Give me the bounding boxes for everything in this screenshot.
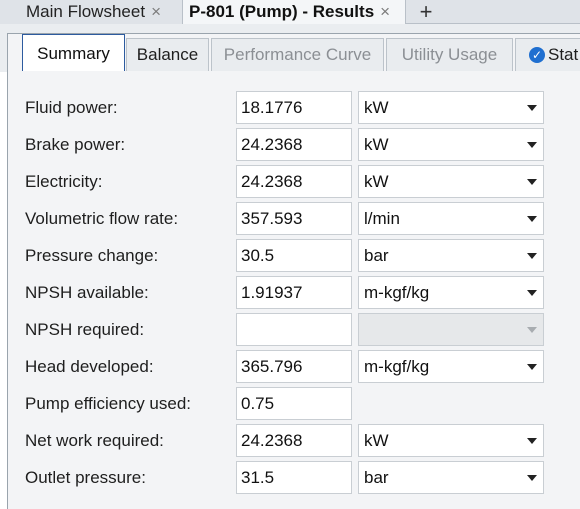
unit-label: l/min	[364, 209, 400, 228]
brake-power-unit-select[interactable]: kW	[358, 128, 544, 161]
check-circle-icon: ✓	[529, 47, 545, 63]
npsh-available-unit-select[interactable]: m-kgf/kg	[358, 276, 544, 309]
chevron-down-icon[interactable]	[527, 179, 537, 185]
field-label: NPSH available:	[25, 283, 149, 302]
tab-pump-results-label: P-801 (Pump) - Results	[189, 2, 375, 21]
row-outlet-pressure: Outlet pressure: 31.5 bar	[0, 461, 580, 498]
chevron-down-icon[interactable]	[527, 142, 537, 148]
row-head-developed: Head developed: 365.796 m-kgf/kg	[0, 350, 580, 387]
volumetric-flow-rate-value[interactable]: 357.593	[236, 202, 352, 235]
field-label: Net work required:	[25, 431, 164, 450]
tab-status-label: Stat	[548, 45, 579, 64]
tab-balance-label: Balance	[136, 45, 199, 64]
brake-power-value[interactable]: 24.2368	[236, 128, 352, 161]
chevron-down-icon	[527, 327, 537, 333]
unit-label: kW	[364, 172, 389, 191]
tab-utility-usage-label: Utility Usage	[401, 45, 498, 64]
unit-label: m-kgf/kg	[364, 357, 430, 376]
tab-performance-curve[interactable]: Performance Curve	[211, 38, 384, 71]
npsh-required-unit-select	[358, 313, 544, 346]
tab-summary[interactable]: Summary	[22, 34, 125, 72]
chevron-down-icon[interactable]	[527, 290, 537, 296]
tab-main-flowsheet-label: Main Flowsheet	[26, 2, 146, 21]
pressure-change-value[interactable]: 30.5	[236, 239, 352, 272]
tab-status[interactable]: ✓ Stat	[515, 38, 580, 71]
row-net-work-required: Net work required: 24.2368 kW	[0, 424, 580, 461]
close-icon[interactable]: ×	[380, 2, 391, 21]
fluid-power-value[interactable]: 18.1776	[236, 91, 352, 124]
row-npsh-available: NPSH available: 1.91937 m-kgf/kg	[0, 276, 580, 313]
document-tab-strip: Main Flowsheet × P-801 (Pump) - Results …	[0, 0, 580, 24]
unit-label: m-kgf/kg	[364, 283, 430, 302]
net-work-required-value[interactable]: 24.2368	[236, 424, 352, 457]
tab-main-flowsheet[interactable]: Main Flowsheet ×	[0, 0, 183, 24]
row-npsh-required: NPSH required:	[0, 313, 580, 350]
field-label: Pump efficiency used:	[25, 394, 191, 413]
chevron-down-icon[interactable]	[527, 475, 537, 481]
chevron-down-icon[interactable]	[527, 253, 537, 259]
row-pump-efficiency-used: Pump efficiency used: 0.75	[0, 387, 580, 424]
row-electricity: Electricity: 24.2368 kW	[0, 165, 580, 202]
chevron-down-icon[interactable]	[527, 438, 537, 444]
npsh-required-value[interactable]	[236, 313, 352, 346]
field-label: Electricity:	[25, 172, 103, 191]
unit-label: kW	[364, 431, 389, 450]
tab-utility-usage[interactable]: Utility Usage	[386, 38, 513, 71]
unit-label: bar	[364, 246, 389, 265]
row-pressure-change: Pressure change: 30.5 bar	[0, 239, 580, 276]
outlet-pressure-value[interactable]: 31.5	[236, 461, 352, 494]
head-developed-unit-select[interactable]: m-kgf/kg	[358, 350, 544, 383]
tab-summary-label: Summary	[37, 43, 110, 63]
electricity-unit-select[interactable]: kW	[358, 165, 544, 198]
add-tab-button[interactable]: +	[419, 0, 433, 24]
unit-label: kW	[364, 98, 389, 117]
head-developed-value[interactable]: 365.796	[236, 350, 352, 383]
tab-pump-results[interactable]: P-801 (Pump) - Results ×	[183, 0, 406, 24]
field-label: Head developed:	[25, 357, 154, 376]
field-label: Volumetric flow rate:	[25, 209, 179, 228]
volumetric-flow-rate-unit-select[interactable]: l/min	[358, 202, 544, 235]
row-brake-power: Brake power: 24.2368 kW	[0, 128, 580, 165]
electricity-value[interactable]: 24.2368	[236, 165, 352, 198]
outlet-pressure-unit-select[interactable]: bar	[358, 461, 544, 494]
pump-efficiency-used-value[interactable]: 0.75	[236, 387, 352, 420]
field-label: Fluid power:	[25, 98, 118, 117]
net-work-required-unit-select[interactable]: kW	[358, 424, 544, 457]
fluid-power-unit-select[interactable]: kW	[358, 91, 544, 124]
field-label: Outlet pressure:	[25, 468, 146, 487]
row-fluid-power: Fluid power: 18.1776 kW	[0, 91, 580, 128]
close-icon[interactable]: ×	[151, 2, 161, 21]
field-label: Brake power:	[25, 135, 126, 154]
unit-label: kW	[364, 135, 389, 154]
pressure-change-unit-select[interactable]: bar	[358, 239, 544, 272]
unit-label: bar	[364, 468, 389, 487]
field-label: NPSH required:	[25, 320, 145, 339]
row-volumetric-flow-rate: Volumetric flow rate: 357.593 l/min	[0, 202, 580, 239]
field-label: Pressure change:	[25, 246, 159, 265]
tab-balance[interactable]: Balance	[126, 38, 209, 71]
chevron-down-icon[interactable]	[527, 216, 537, 222]
chevron-down-icon[interactable]	[527, 364, 537, 370]
tab-performance-curve-label: Performance Curve	[223, 45, 372, 64]
chevron-down-icon[interactable]	[527, 105, 537, 111]
npsh-available-value[interactable]: 1.91937	[236, 276, 352, 309]
